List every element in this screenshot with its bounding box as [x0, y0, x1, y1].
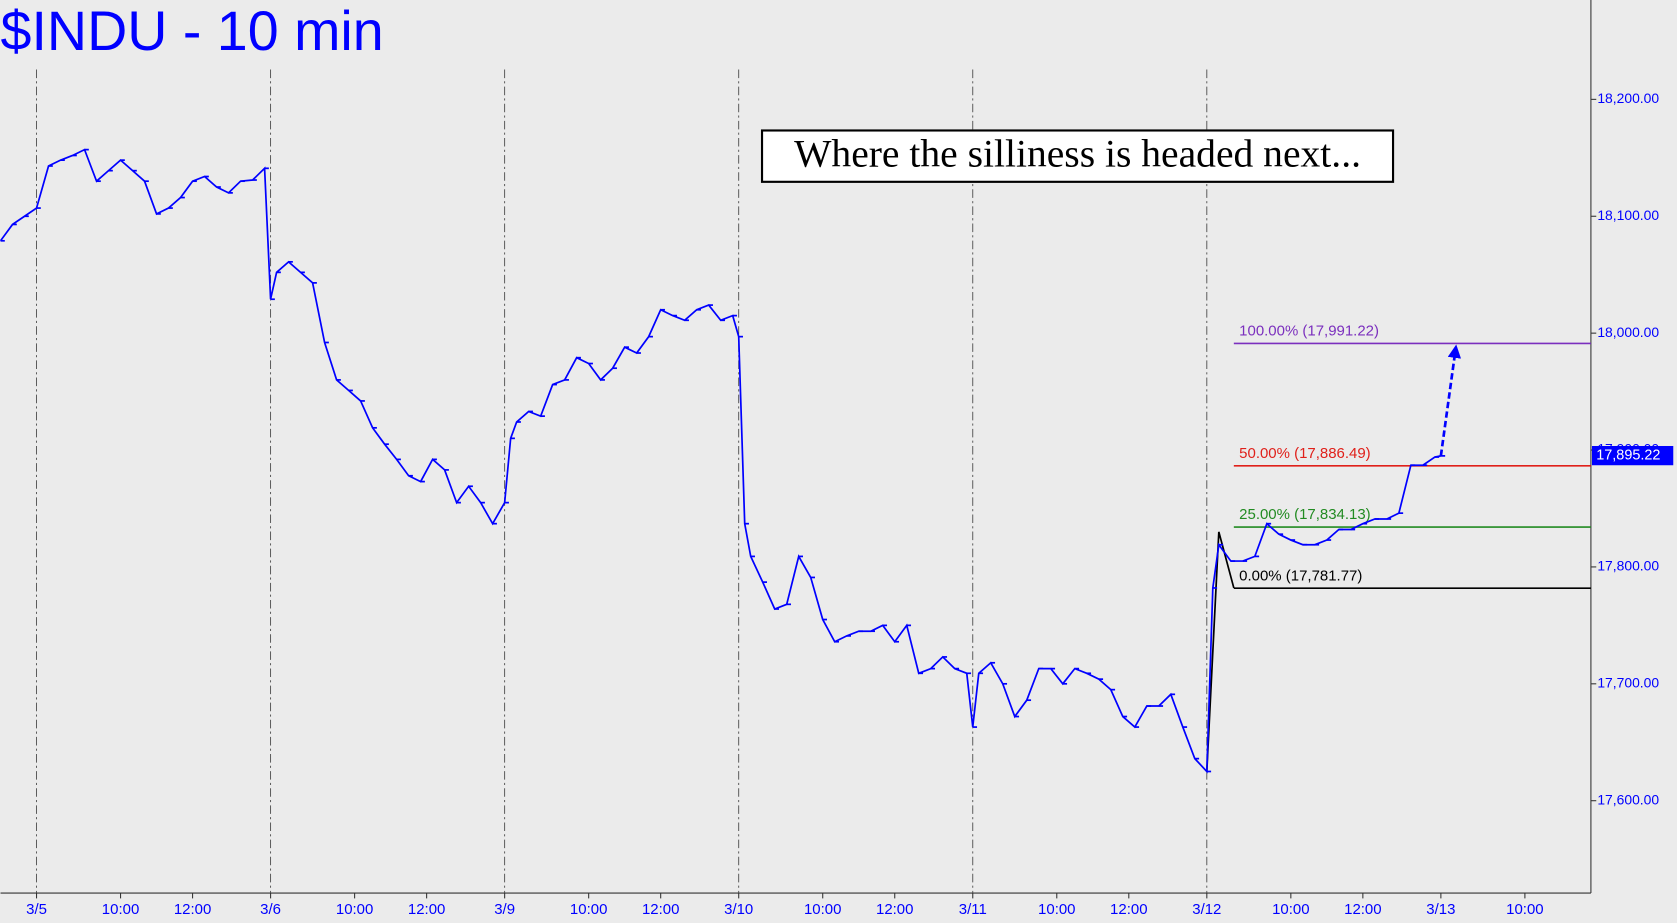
x-tick-label: 3/12 [1192, 901, 1221, 918]
x-tick-label: 3/5 [26, 901, 47, 918]
x-tick-label: 3/13 [1426, 901, 1455, 918]
x-tick-label: 12:00 [408, 901, 445, 918]
annotation-box [760, 129, 1395, 183]
y-tick-label: 17,600.00 [1597, 791, 1659, 807]
y-tick-label: 17,700.00 [1597, 674, 1659, 690]
x-tick-label: 12:00 [642, 901, 679, 918]
x-tick-label: 10:00 [1038, 901, 1075, 918]
x-tick-label: 10:00 [804, 901, 841, 918]
projection [1439, 344, 1462, 457]
y-tick-label: 18,100.00 [1597, 207, 1659, 223]
x-tick-label: 10:00 [1506, 901, 1543, 918]
x-tick-label: 3/9 [494, 901, 515, 918]
fib-label: 0.00% (17,781.77) [1239, 567, 1362, 584]
x-tick-label: 10:00 [1272, 901, 1309, 918]
chart-title: $INDU - 10 min [1, 0, 384, 62]
x-tick-label: 12:00 [876, 901, 913, 918]
x-tick-label: 10:00 [102, 901, 139, 918]
annotation: Where the silliness is headed next... [794, 131, 1361, 175]
x-tick-label: 10:00 [570, 901, 607, 918]
x-tick-label: 3/6 [260, 901, 281, 918]
fib-label: 100.00% (17,991.22) [1239, 323, 1379, 340]
x-tick-label: 10:00 [336, 901, 373, 918]
y-tick-label: 18,200.00 [1597, 90, 1659, 106]
fib-label: 50.00% (17,886.49) [1239, 445, 1371, 462]
y-tick-label: 18,000.00 [1597, 324, 1659, 340]
x-tick-label: 12:00 [174, 901, 211, 918]
x-tick-label: 12:00 [1344, 901, 1381, 918]
price-tag-label: 17,895.22 [1596, 447, 1660, 463]
x-tick-label: 12:00 [1110, 901, 1147, 918]
x-tick-label: 3/10 [724, 901, 753, 918]
price-tag [1591, 445, 1674, 466]
x-tick-label: 3/11 [959, 901, 987, 918]
fib-swing [1205, 531, 1235, 772]
fib-label: 25.00% (17,834.13) [1239, 506, 1371, 523]
y-tick-label: 17,800.00 [1597, 558, 1659, 574]
